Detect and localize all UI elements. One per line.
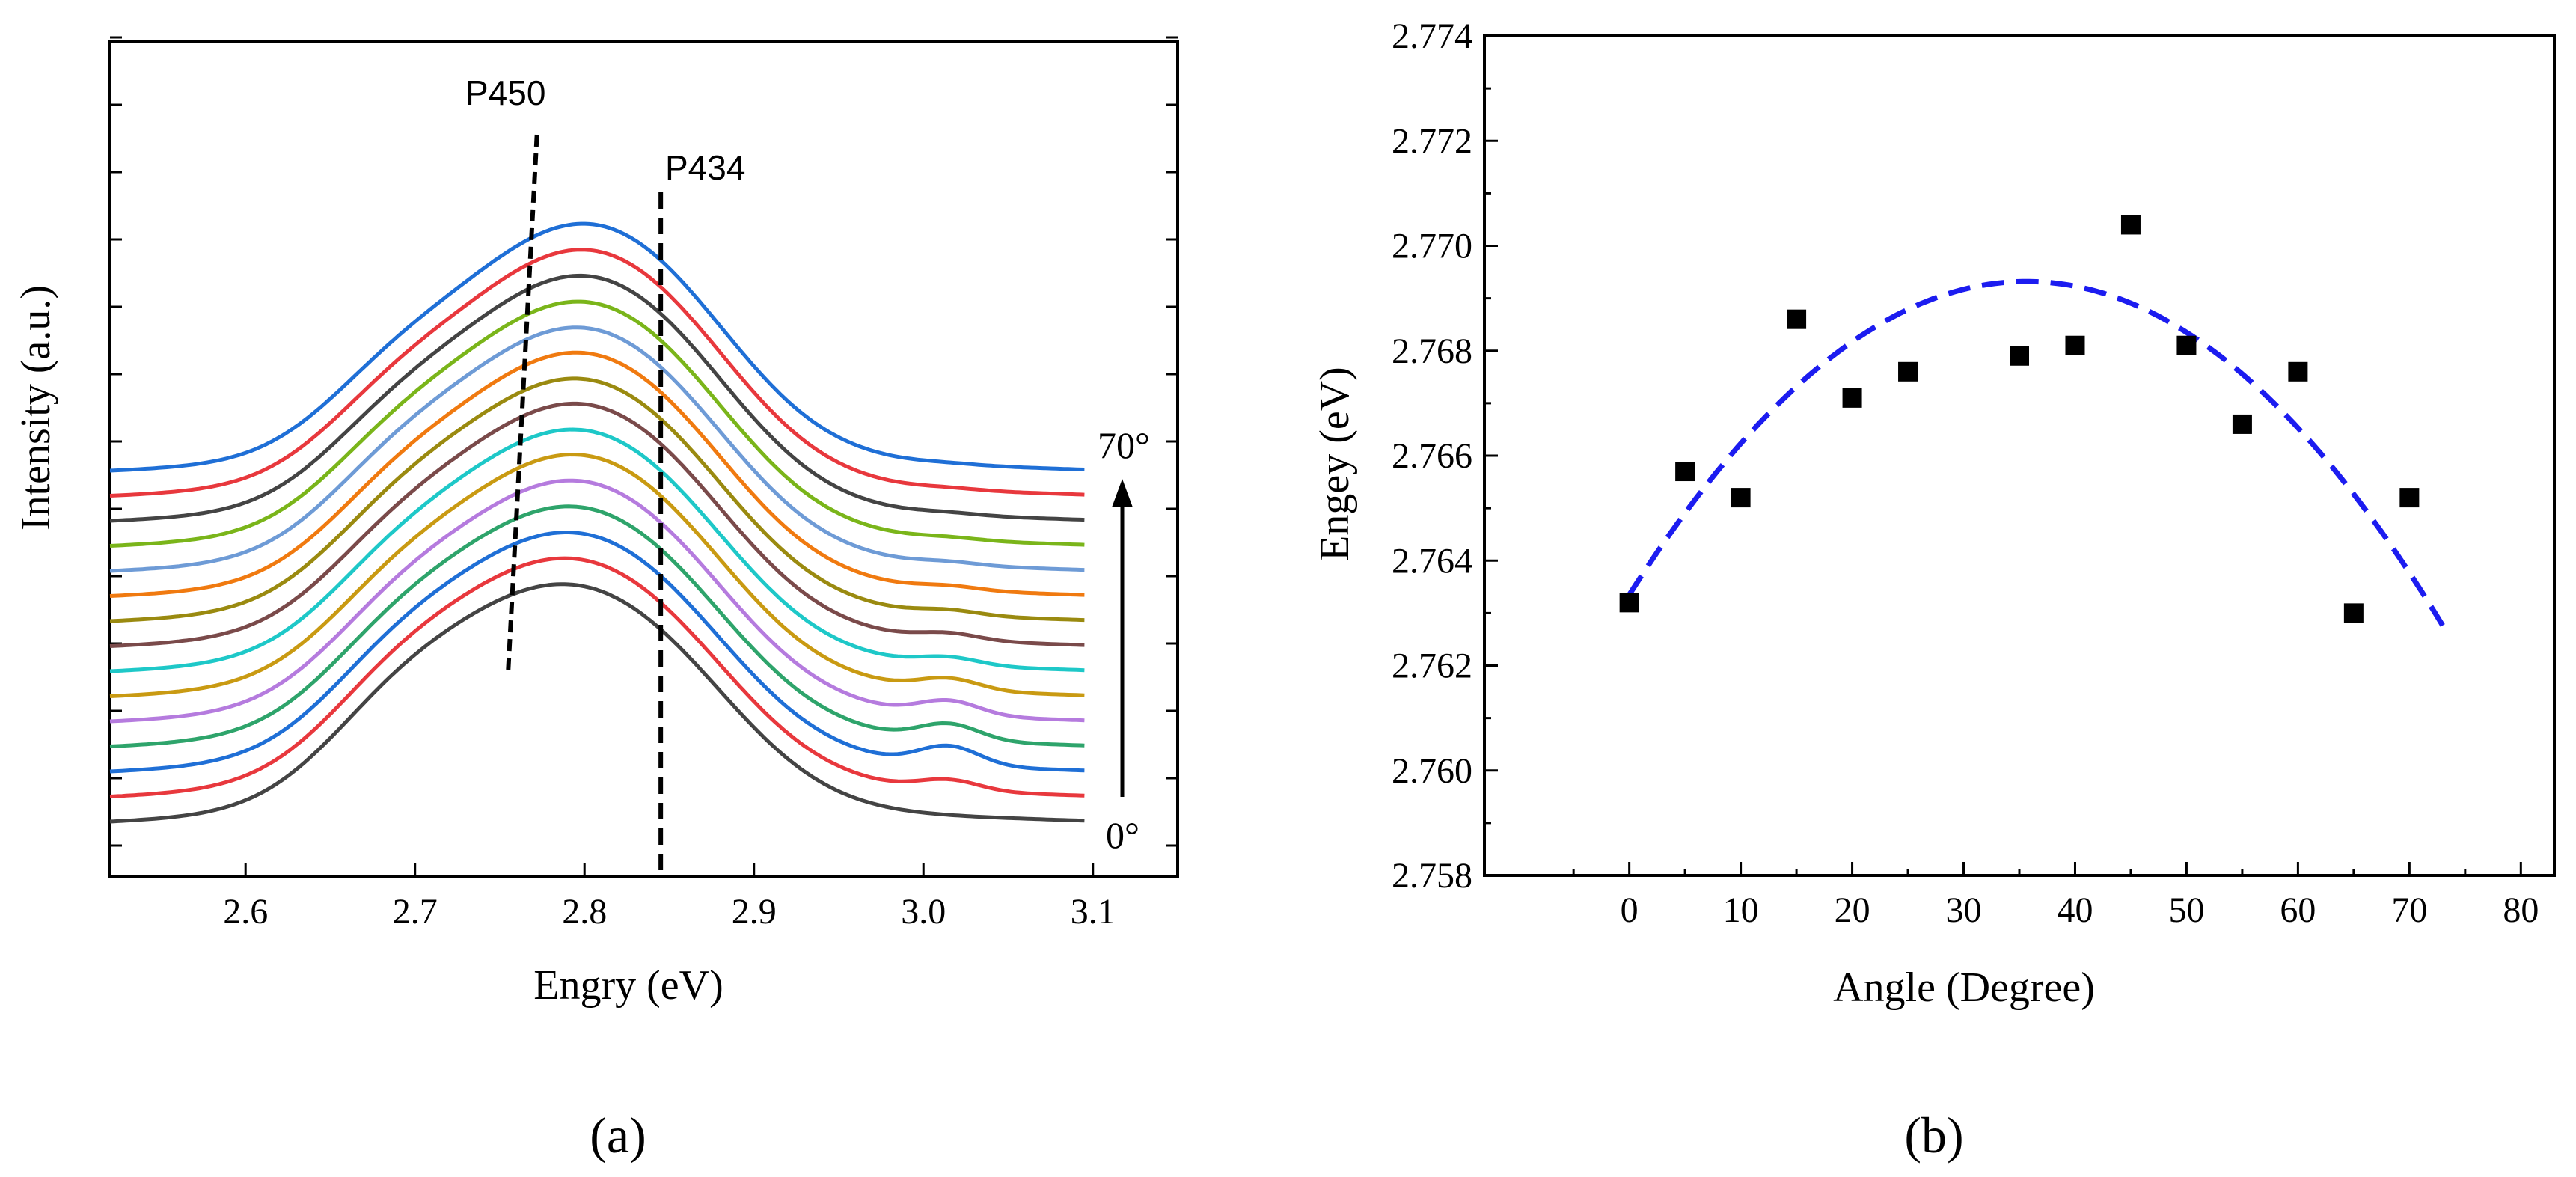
panel-a-x-tick-label: 3.0 (901, 892, 946, 932)
spectrum-series (109, 248, 1085, 498)
data-point (2343, 603, 2364, 623)
spectrum-series (109, 350, 1085, 598)
panel-b-y-tick-label: 2.768 (1392, 331, 1472, 371)
panel-a-y-ticks (110, 36, 1178, 847)
panel-a-x-tick-label: 3.1 (1071, 892, 1116, 932)
data-point (1787, 309, 1807, 329)
panel-b-x-tick-label: 60 (2280, 890, 2316, 930)
panel-b-x-tick-label: 80 (2503, 890, 2539, 930)
panel-b-x-tick-label: 30 (1946, 890, 1982, 930)
panel-b-x-tick-label: 50 (2168, 890, 2204, 930)
panel-a-x-axis-label: Engry (eV) (533, 962, 723, 1009)
panel-b-y-tick-label: 2.774 (1392, 16, 1472, 56)
spectrum-series (109, 376, 1085, 623)
angle-start-label: 0° (1106, 814, 1139, 856)
spectrum-series (109, 273, 1085, 523)
panel-b-y-ticks: 2.758 2.760 2.762 2.764 2.766 2.768 2.770 2.772… (1392, 16, 1498, 896)
panel-a-spectra-curves (109, 221, 1085, 824)
panel-b-data-points (1619, 215, 2420, 623)
quadratic-fit-curve (1627, 278, 2445, 628)
data-point (2288, 361, 2308, 382)
panel-a-x-tick-label: 2.7 (393, 892, 438, 932)
panel-a-x-tick-label: 2.9 (732, 892, 777, 932)
panel-b-y-tick-label: 2.770 (1392, 227, 1472, 266)
panel-a-spectra: 2.6 2.7 2.8 2.9 3.0 3.1 P450 P434 70° 0° Engr… (13, 36, 1179, 1164)
spectrum-series (109, 401, 1085, 648)
data-point (2399, 488, 2420, 508)
spectrum-series (109, 427, 1085, 673)
panel-b-x-tick-label: 70 (2391, 890, 2427, 930)
data-point (2120, 215, 2141, 235)
data-point (1898, 361, 1918, 382)
panel-a-x-tick-label: 2.8 (562, 892, 607, 932)
data-point (1675, 462, 1695, 482)
panel-b-caption: (b) (1904, 1107, 1963, 1164)
panel-a-caption: (a) (590, 1107, 646, 1164)
panel-b-frame (1483, 34, 2556, 877)
spectrum-series (109, 325, 1085, 573)
spectrum-series (109, 478, 1085, 724)
panel-b-scatter: 0 10 20 30 40 50 60 70 80 2.7582.7602.7622.7642.… (1312, 16, 2556, 1164)
panel-a-y-axis-label: Intensity (a.u.) (13, 285, 59, 531)
angle-arrow-head (1112, 479, 1133, 507)
data-point (1842, 388, 1862, 408)
panel-b-y-tick-label: 2.760 (1392, 751, 1472, 791)
panel-b-x-tick-label: 10 (1723, 890, 1759, 930)
spectrum-series (109, 299, 1085, 548)
panel-b-fit-layer (1627, 278, 2445, 628)
p450-label: P450 (465, 73, 545, 112)
panel-b-y-axis-label: Engey (eV) (1312, 367, 1358, 561)
data-point (1731, 488, 1751, 508)
panel-b-y-tick-label: 2.762 (1392, 646, 1472, 686)
panel-a-x-ticks: 2.6 2.7 2.8 2.9 3.0 3.1 (223, 863, 1116, 932)
spectrum-series (109, 556, 1085, 798)
data-point (2176, 335, 2197, 355)
p434-label: P434 (665, 148, 745, 187)
panel-a-x-tick-label: 2.6 (223, 892, 268, 932)
spectrum-series (109, 504, 1085, 748)
panel-b-y-tick-label: 2.766 (1392, 436, 1472, 476)
spectrum-series (109, 531, 1085, 774)
angle-end-label: 70° (1098, 424, 1150, 466)
data-point (2232, 414, 2252, 434)
panel-a-annotations (506, 132, 664, 875)
panel-b-x-axis-label: Angle (Degree) (1833, 964, 2095, 1011)
data-point (2010, 346, 2029, 366)
panel-a-frame (108, 40, 1179, 878)
panel-b-x-tick-label: 40 (2057, 890, 2093, 930)
spectrum-series (109, 582, 1085, 824)
panel-b-y-tick-label: 2.758 (1392, 856, 1472, 896)
panel-b-y-tick-label: 2.772 (1392, 121, 1472, 161)
panel-b-x-ticks: 0 10 20 30 40 50 60 70 80 (1572, 862, 2539, 930)
panel-b-x-tick-label: 0 (1621, 890, 1639, 930)
spectrum-series (109, 221, 1085, 473)
panel-b-x-tick-label: 20 (1835, 890, 1870, 930)
panel-b-y-tick-label: 2.764 (1392, 541, 1472, 581)
data-point (1619, 593, 1639, 613)
p450-peak-line (506, 132, 539, 670)
data-point (2065, 335, 2085, 355)
spectrum-series (109, 453, 1085, 698)
